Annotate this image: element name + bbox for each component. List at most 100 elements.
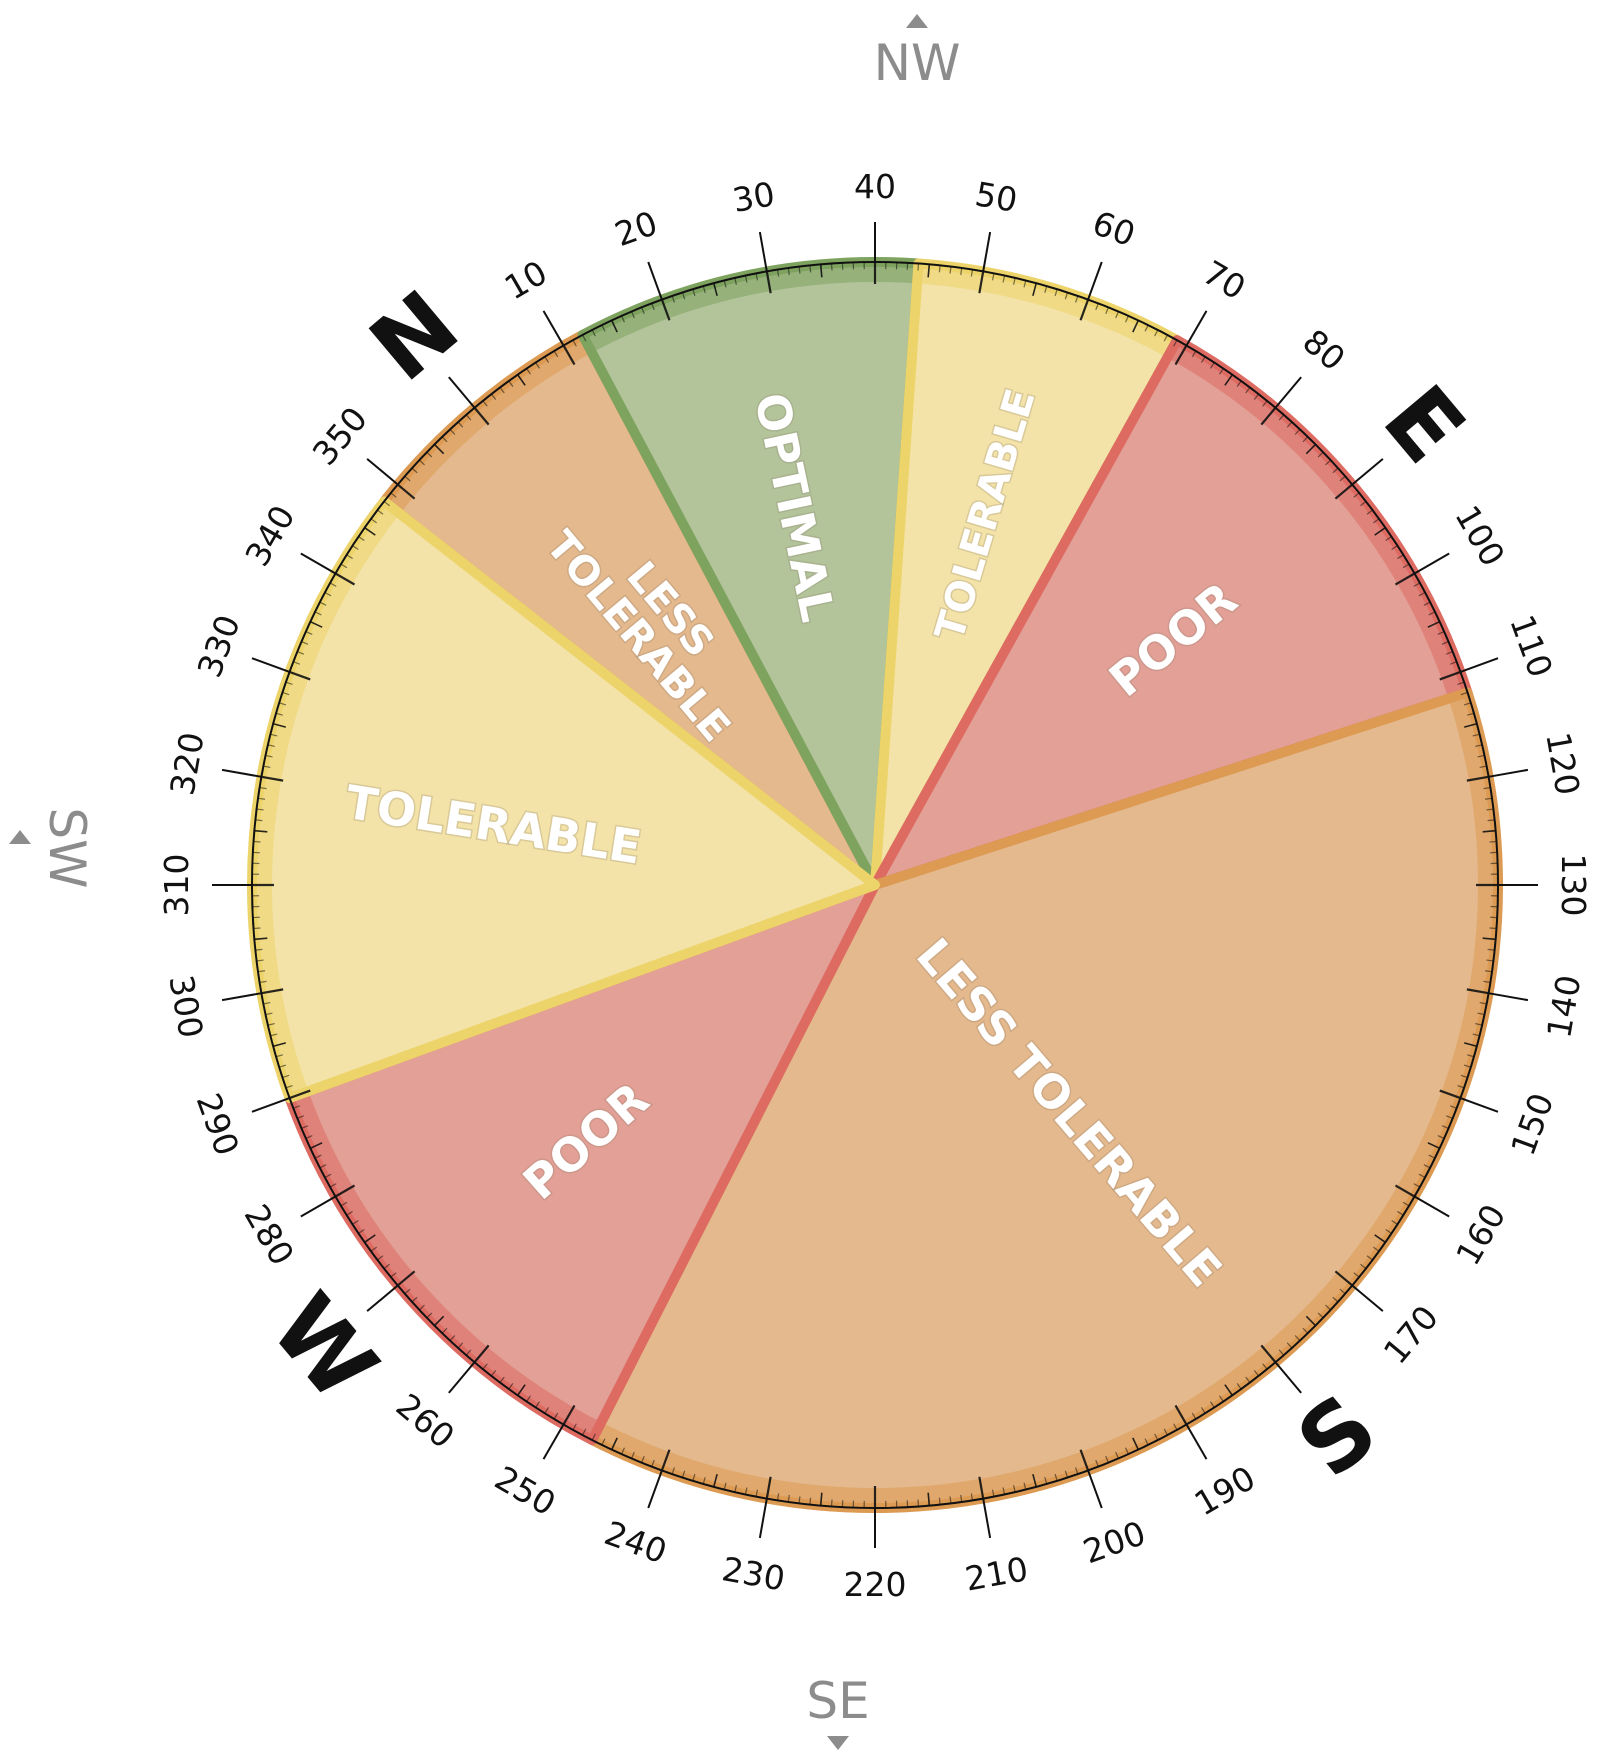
degree-tick [1302, 1327, 1309, 1334]
degree-tick-outer [300, 552, 336, 575]
degree-tick [310, 1142, 323, 1150]
degree-tick [334, 572, 356, 586]
degree-tick [1391, 545, 1398, 551]
degree-tick [1191, 1412, 1197, 1420]
degree-tick [1032, 1474, 1038, 1487]
degree-tick [383, 1263, 390, 1270]
degree-tick [1224, 374, 1233, 386]
degree-tick [457, 1342, 464, 1349]
degree-tick [1449, 1105, 1457, 1109]
degree-tick [1173, 1423, 1178, 1431]
degree-tick [1253, 393, 1260, 400]
degree-tick [1305, 443, 1317, 455]
degree-tick [978, 271, 985, 294]
degree-tick [1218, 368, 1224, 375]
degree-tick [723, 1482, 727, 1490]
degree-tick [744, 275, 748, 283]
degree-tick [285, 681, 293, 686]
intercardinal-label: NW [874, 34, 961, 92]
degree-tick [1132, 320, 1140, 333]
degree-tick [329, 582, 337, 587]
degree-tick [473, 407, 490, 426]
degree-tick [1173, 339, 1178, 347]
degree-tick [301, 1125, 309, 1129]
degree-tick [1125, 315, 1129, 323]
degree-tick [254, 829, 268, 833]
degree-tick [744, 1487, 748, 1495]
degree-label-200: 200 [1078, 1513, 1151, 1571]
degree-tick [411, 467, 418, 474]
degree-tick [991, 1489, 995, 1497]
degree-tick [660, 1449, 671, 1471]
degree-tick [1079, 1449, 1090, 1471]
degree-tick [702, 285, 706, 294]
degree-tick [1339, 1288, 1346, 1295]
degree-tick [1366, 1255, 1373, 1261]
degree-tick [1317, 451, 1324, 458]
degree-tick [508, 1382, 514, 1390]
degree-tick [418, 1304, 425, 1311]
degree-tick [1360, 500, 1367, 507]
degree-tick [256, 959, 264, 962]
degree-tick [1163, 1428, 1169, 1436]
degree-tick [1466, 775, 1489, 782]
cardinal-n: N [351, 270, 479, 401]
degree-tick [340, 1201, 348, 1207]
degree-tick [621, 1447, 625, 1455]
degree-tick [671, 295, 676, 303]
degree-tick-outer [982, 231, 992, 272]
degree-tick-outer [1460, 657, 1499, 673]
degree-tick [938, 265, 941, 273]
intercardinal-sw: SW [9, 807, 96, 889]
degree-tick [601, 324, 606, 332]
degree-tick [1445, 651, 1453, 655]
degree-tick [517, 374, 526, 386]
degree-tick [660, 299, 671, 321]
degree-tick-outer [1087, 1470, 1103, 1509]
degree-tick [641, 1455, 645, 1463]
degree-tick [1486, 808, 1494, 811]
degree-tick [433, 1315, 445, 1327]
degree-tick [1445, 1115, 1453, 1119]
degree-tick [798, 1496, 801, 1504]
degree-tick [601, 1438, 606, 1446]
degree-tick [651, 1459, 655, 1467]
degree-tick [273, 1042, 286, 1048]
degree-tick [305, 1135, 313, 1139]
degree-label-240: 240 [599, 1513, 672, 1571]
degree-tick [1353, 1272, 1360, 1278]
arrow-down-icon [827, 1736, 849, 1750]
degree-tick [1397, 554, 1404, 560]
degree-tick [1427, 1142, 1440, 1150]
degree-tick [1391, 1219, 1398, 1225]
degree-tick-outer [647, 261, 663, 300]
degree-tick [390, 1272, 397, 1278]
degree-tick-outer [366, 458, 399, 486]
degree-tick [1079, 299, 1090, 321]
degree-tick [1439, 670, 1461, 681]
degree-tick [1209, 362, 1215, 369]
degree-tick [1339, 475, 1346, 482]
degree-label-290: 290 [189, 1088, 247, 1161]
degree-tick [267, 744, 275, 748]
intercardinal-nw: NW [874, 14, 961, 92]
degree-tick [641, 307, 645, 315]
degree-tick [1044, 1476, 1048, 1485]
degree-tick [1334, 1270, 1353, 1287]
degree-tick [1236, 1382, 1242, 1390]
degree-tick [1487, 819, 1495, 822]
degree-tick [970, 1493, 974, 1501]
degree-tick [1002, 1487, 1006, 1495]
degree-tick-outer [221, 992, 262, 1002]
degree-tick [535, 362, 541, 369]
degree-tick [297, 651, 305, 655]
degree-label-110: 110 [1502, 610, 1560, 683]
degree-tick [1484, 797, 1493, 800]
degree-label-160: 160 [1448, 1198, 1513, 1272]
degree-tick [1479, 1001, 1487, 1005]
degree-tick [482, 1363, 488, 1370]
degree-tick-outer [758, 1498, 768, 1539]
degree-tick-outer [221, 768, 262, 778]
degree-tick [257, 797, 266, 800]
